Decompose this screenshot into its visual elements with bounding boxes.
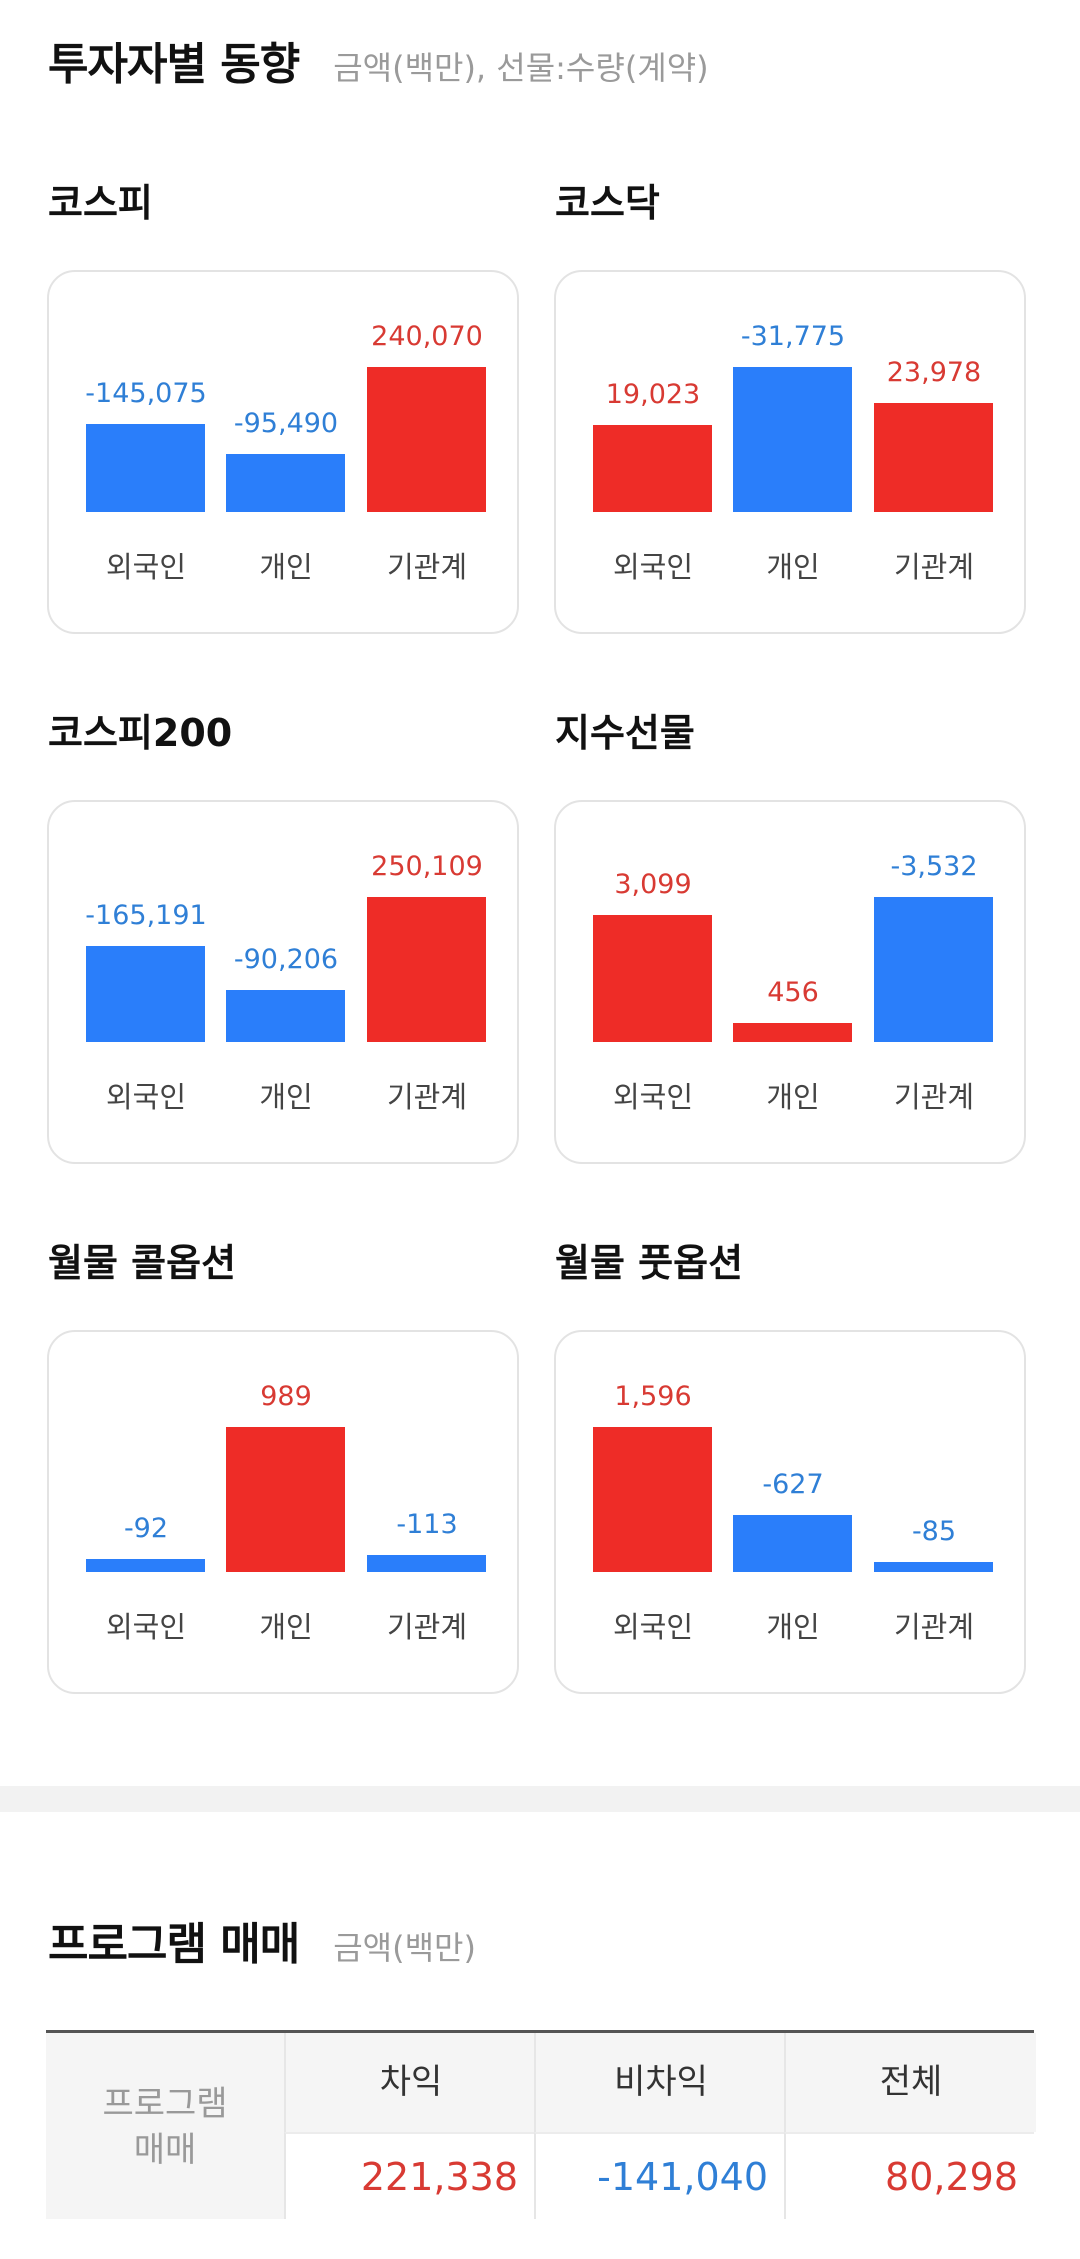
investor-label-individual: 개인 — [259, 1610, 313, 1644]
investor-label-institution: 기관계 — [386, 1610, 468, 1644]
value-label-foreigner: -145,075 — [85, 378, 207, 409]
value-label-institution: -3,532 — [890, 851, 978, 882]
bar-foreigner — [593, 425, 712, 512]
value-label-institution: -85 — [911, 1516, 957, 1547]
value-label-individual: 456 — [767, 977, 819, 1008]
market-card-call-option[interactable]: -92 외국인 989 개인 -113 기관계 — [47, 1330, 519, 1694]
bar-foreigner — [86, 1559, 205, 1572]
bar-institution — [874, 1562, 993, 1572]
investor-label-institution: 기관계 — [893, 1610, 975, 1644]
row-header-line2: 매매 — [133, 2130, 197, 2170]
investor-label-institution: 기관계 — [893, 550, 975, 584]
investor-label-institution: 기관계 — [893, 1080, 975, 1114]
bar-individual — [226, 1427, 345, 1572]
value-label-foreigner: 19,023 — [605, 379, 701, 410]
bar-foreigner — [593, 1427, 712, 1572]
bar-individual — [733, 1023, 852, 1042]
bar-foreigner — [593, 915, 712, 1042]
market-card-index-futures[interactable]: 3,099 외국인 456 개인 -3,532 기관계 — [554, 800, 1026, 1164]
investor-label-individual: 개인 — [766, 1610, 820, 1644]
value-arbitrage: 221,338 — [284, 2132, 534, 2219]
investor-label-individual: 개인 — [259, 550, 313, 584]
column-header-non-arbitrage: 비차익 — [534, 2033, 786, 2132]
investor-label-foreigner: 외국인 — [105, 1610, 187, 1644]
investor-label-foreigner: 외국인 — [612, 550, 694, 584]
bar-individual — [226, 454, 345, 512]
market-title-index-futures: 지수선물 — [555, 711, 695, 755]
column-header-arbitrage: 차익 — [284, 2033, 536, 2132]
bar-foreigner — [86, 946, 205, 1042]
value-label-individual: -627 — [762, 1469, 824, 1500]
value-label-foreigner: -92 — [123, 1513, 169, 1544]
value-label-individual: 989 — [260, 1381, 312, 1412]
value-label-foreigner: 1,596 — [614, 1381, 692, 1412]
bar-individual — [226, 990, 345, 1042]
value-label-individual: -31,775 — [740, 321, 846, 352]
market-card-put-option[interactable]: 1,596 외국인 -627 개인 -85 기관계 — [554, 1330, 1026, 1694]
market-title-kospi200: 코스피200 — [48, 711, 233, 755]
market-card-kosdaq[interactable]: 19,023 외국인 -31,775 개인 23,978 기관계 — [554, 270, 1026, 634]
program-trading-row-header: 프로그램 매매 — [46, 2033, 284, 2219]
investor-label-individual: 개인 — [766, 550, 820, 584]
bar-institution — [874, 897, 993, 1042]
investor-label-foreigner: 외국인 — [612, 1610, 694, 1644]
row-header-line1: 프로그램 — [102, 2084, 228, 2124]
market-title-kospi: 코스피 — [48, 181, 153, 225]
investor-label-individual: 개인 — [766, 1080, 820, 1114]
value-label-institution: 250,109 — [371, 851, 483, 882]
bar-foreigner — [86, 424, 205, 512]
program-trading-header: 프로그램 매매 금액(백만) — [48, 1908, 476, 1972]
value-label-institution: 23,978 — [886, 357, 982, 388]
market-title-put-option: 월물 풋옵션 — [555, 1241, 744, 1285]
market-title-call-option: 월물 콜옵션 — [48, 1241, 237, 1285]
investor-label-foreigner: 외국인 — [105, 1080, 187, 1114]
investor-label-individual: 개인 — [259, 1080, 313, 1114]
investor-label-foreigner: 외국인 — [612, 1080, 694, 1114]
bar-institution — [367, 897, 486, 1042]
bar-individual — [733, 1515, 852, 1572]
program-trading-title: 프로그램 매매 — [48, 1919, 300, 1970]
bar-institution — [874, 403, 993, 512]
value-label-foreigner: -165,191 — [85, 900, 207, 931]
value-label-foreigner: 3,099 — [614, 869, 692, 900]
program-trading-table: 프로그램 매매 차익 비차익 전체 221,338 -141,040 80,29… — [46, 2030, 1036, 2219]
investor-label-institution: 기관계 — [386, 1080, 468, 1114]
value-label-individual: -90,206 — [233, 944, 339, 975]
value-total: 80,298 — [784, 2132, 1034, 2219]
program-trading-subtitle: 금액(백만) — [333, 1929, 476, 1967]
investor-trend-subtitle: 금액(백만), 선물:수량(계약) — [333, 49, 709, 87]
section-divider — [0, 1786, 1080, 1812]
investor-label-institution: 기관계 — [386, 550, 468, 584]
investor-label-foreigner: 외국인 — [105, 550, 187, 584]
bar-institution — [367, 1555, 486, 1572]
value-label-institution: -113 — [396, 1509, 458, 1540]
investor-trend-header: 투자자별 동향 금액(백만), 선물:수량(계약) — [48, 28, 709, 92]
bar-individual — [733, 367, 852, 512]
value-label-individual: -95,490 — [233, 408, 339, 439]
column-header-total: 전체 — [784, 2033, 1036, 2132]
market-card-kospi200[interactable]: -165,191 외국인 -90,206 개인 250,109 기관계 — [47, 800, 519, 1164]
investor-trend-title: 투자자별 동향 — [48, 39, 300, 90]
market-card-kospi[interactable]: -145,075 외국인 -95,490 개인 240,070 기관계 — [47, 270, 519, 634]
bar-institution — [367, 367, 486, 512]
market-title-kosdaq: 코스닥 — [555, 181, 660, 225]
value-non-arbitrage: -141,040 — [534, 2132, 784, 2219]
value-label-institution: 240,070 — [371, 321, 483, 352]
